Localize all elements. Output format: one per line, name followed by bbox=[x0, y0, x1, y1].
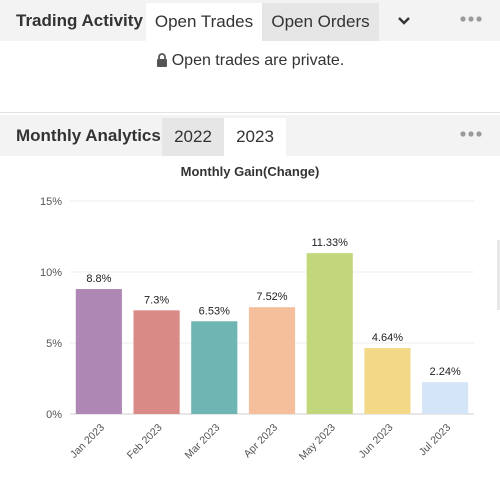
monthly-analytics-header: Monthly Analytics 2022 2023 bbox=[0, 115, 500, 156]
tab-2022[interactable]: 2022 bbox=[162, 118, 224, 156]
lock-icon bbox=[156, 53, 168, 72]
y-tick-label: 15% bbox=[40, 196, 62, 208]
bar-jul-2023[interactable] bbox=[422, 382, 469, 414]
x-tick-label: Jun 2023 bbox=[357, 422, 396, 461]
bar-jan-2023[interactable] bbox=[75, 289, 122, 414]
trading-activity-title: Trading Activity bbox=[16, 11, 143, 30]
x-tick-label: Jan 2023 bbox=[68, 422, 107, 461]
chevron-down-icon[interactable] bbox=[389, 0, 419, 41]
bar-jun-2023[interactable] bbox=[364, 348, 411, 414]
monthly-gain-chart: Monthly Gain(Change) 0% 5% 10% 15% 8.8% 7.3%… bbox=[40, 164, 474, 463]
bar-apr-2023[interactable] bbox=[248, 307, 296, 414]
bar-feb-2023[interactable] bbox=[133, 310, 180, 414]
bar-mar-2023[interactable] bbox=[191, 321, 238, 414]
bar-value-label: 4.64% bbox=[372, 332, 403, 344]
tab-open-trades[interactable]: Open Trades bbox=[146, 3, 262, 41]
trading-activity-header: Trading Activity Open Trades Open Orders bbox=[0, 0, 500, 41]
tab-2023[interactable]: 2023 bbox=[224, 118, 286, 156]
y-tick-label: 5% bbox=[46, 338, 62, 350]
private-message: Open trades are private. bbox=[171, 52, 345, 69]
scrollbar[interactable] bbox=[497, 240, 500, 310]
chart-title: Monthly Gain(Change) bbox=[181, 164, 320, 179]
tab-open-orders[interactable]: Open Orders bbox=[262, 3, 379, 41]
x-tick-label: Jul 2023 bbox=[417, 422, 454, 459]
bar-value-label: 2.24% bbox=[430, 366, 461, 378]
x-tick-label: Apr 2023 bbox=[241, 422, 280, 461]
bar-value-label: 7.52% bbox=[256, 291, 287, 303]
more-dots-icon[interactable] bbox=[460, 0, 482, 38]
x-tick-label: Mar 2023 bbox=[183, 422, 223, 462]
x-tick-label: Feb 2023 bbox=[125, 422, 165, 462]
bar-value-label: 7.3% bbox=[144, 294, 169, 306]
y-tick-label: 10% bbox=[40, 267, 62, 279]
section-divider bbox=[0, 112, 500, 113]
private-notice: Open trades are private. bbox=[0, 52, 500, 72]
bar-value-label: 11.33% bbox=[311, 237, 348, 249]
more-dots-icon[interactable] bbox=[460, 115, 482, 153]
y-tick-label: 0% bbox=[46, 409, 62, 421]
bar-value-label: 8.8% bbox=[86, 273, 111, 285]
monthly-analytics-title: Monthly Analytics bbox=[16, 126, 161, 145]
x-tick-label: May 2023 bbox=[297, 422, 338, 463]
bar-may-2023[interactable] bbox=[306, 253, 353, 414]
bar-value-label: 6.53% bbox=[199, 305, 230, 317]
